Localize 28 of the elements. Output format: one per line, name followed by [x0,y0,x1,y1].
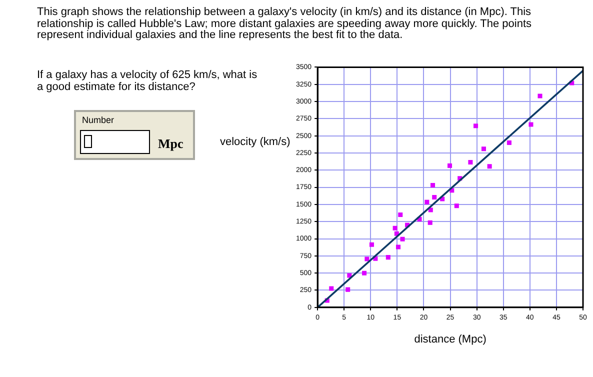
point [474,124,478,128]
point [392,226,398,230]
point [386,255,390,260]
point [398,212,403,218]
point [428,220,432,225]
chart-title: This graph shows the relationship between a galaxy's velocity (in km/s) and its distance (in Mpc). This relationship is called Hubble's Law; more distant galaxies are speeding away more quickly. The points represent individual galaxies and the line represents the best fit to the data. [37,6,533,42]
text: If a galaxy has a velocity of 625 km/s, what is a good estimate for its distance? [37,69,258,93]
point [487,164,492,169]
point [430,182,436,188]
point [481,146,486,152]
point [538,94,542,98]
point [369,242,374,247]
point [447,163,452,168]
point [468,160,473,165]
point [364,256,370,262]
point [400,236,405,242]
point [329,286,334,291]
point [506,140,512,145]
point [346,287,350,292]
answer-field: Number Mpc [74,110,195,160]
point [528,122,534,127]
point [424,200,430,204]
y-axis-title: velocity (km/s) [220,136,290,148]
x-axis-title: distance (Mpc) [414,333,486,346]
point [396,244,401,250]
point [454,204,459,208]
point [432,194,437,200]
point [362,270,367,276]
